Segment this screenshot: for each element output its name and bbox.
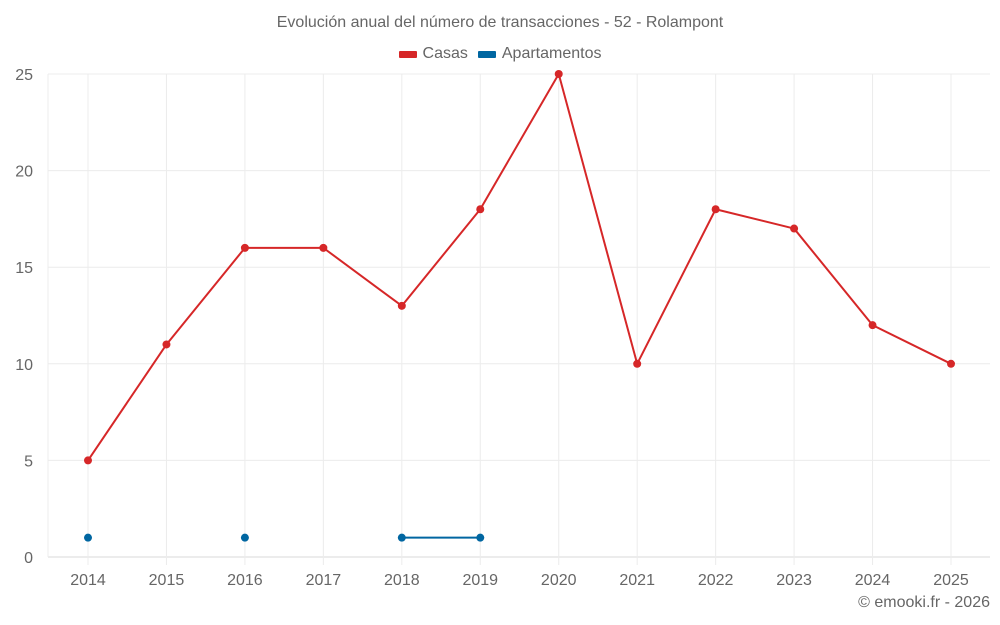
legend-swatch-casas [398, 50, 417, 58]
series-casas [84, 70, 955, 465]
data-point-apartamentos[interactable] [84, 533, 92, 542]
x-tick-label: 2024 [855, 572, 891, 589]
gridlines [47, 73, 990, 565]
legend-label-casas: Casas [422, 45, 468, 62]
x-tick-label: 2022 [698, 572, 734, 589]
x-tick-label: 2020 [541, 572, 577, 589]
data-point-apartamentos[interactable] [397, 533, 406, 542]
legend-item-apartamentos[interactable]: Apartamentos [477, 45, 602, 63]
data-point-casas[interactable] [319, 243, 328, 252]
legend-swatch-apartamentos [477, 50, 496, 58]
data-point-casas[interactable] [711, 205, 720, 214]
y-tick-label: 5 [24, 453, 33, 470]
data-point-casas[interactable] [947, 359, 955, 368]
y-tick-label: 10 [15, 357, 33, 374]
x-tick-label: 2016 [227, 572, 263, 589]
y-tick-label: 25 [15, 67, 33, 84]
data-point-casas[interactable] [790, 224, 799, 233]
data-point-casas[interactable] [476, 205, 485, 214]
data-point-casas[interactable] [84, 456, 92, 465]
x-tick-label: 2014 [70, 572, 106, 589]
x-tick-label: 2018 [384, 572, 420, 589]
data-point-casas[interactable] [162, 340, 171, 349]
chart-title: Evolución anual del número de transaccio… [276, 14, 724, 31]
x-tick-label: 2019 [462, 572, 498, 589]
series-layer [84, 70, 955, 542]
data-point-casas[interactable] [397, 301, 406, 310]
x-tick-label: 2021 [619, 572, 655, 589]
y-tick-label: 20 [15, 164, 33, 181]
data-point-casas[interactable] [633, 359, 642, 368]
series-line-casas [87, 73, 952, 461]
data-point-apartamentos[interactable] [240, 533, 249, 542]
credit-text: © emooki.fr - 2026 [858, 594, 990, 611]
legend-item-casas[interactable]: Casas [398, 45, 468, 63]
legend: Casas Apartamentos [0, 45, 1000, 63]
data-point-casas[interactable] [868, 321, 877, 330]
y-tick-label: 15 [15, 260, 33, 277]
x-tick-label: 2025 [933, 572, 969, 589]
legend-label-apartamentos: Apartamentos [501, 45, 602, 62]
x-tick-label: 2017 [306, 572, 342, 589]
x-tick-label: 2023 [776, 572, 812, 589]
series-apartamentos [84, 533, 485, 542]
data-point-apartamentos[interactable] [476, 533, 485, 542]
x-tick-label: 2015 [149, 572, 185, 589]
y-tick-label: 0 [24, 550, 33, 567]
data-point-casas[interactable] [554, 70, 563, 78]
data-point-casas[interactable] [240, 243, 249, 252]
